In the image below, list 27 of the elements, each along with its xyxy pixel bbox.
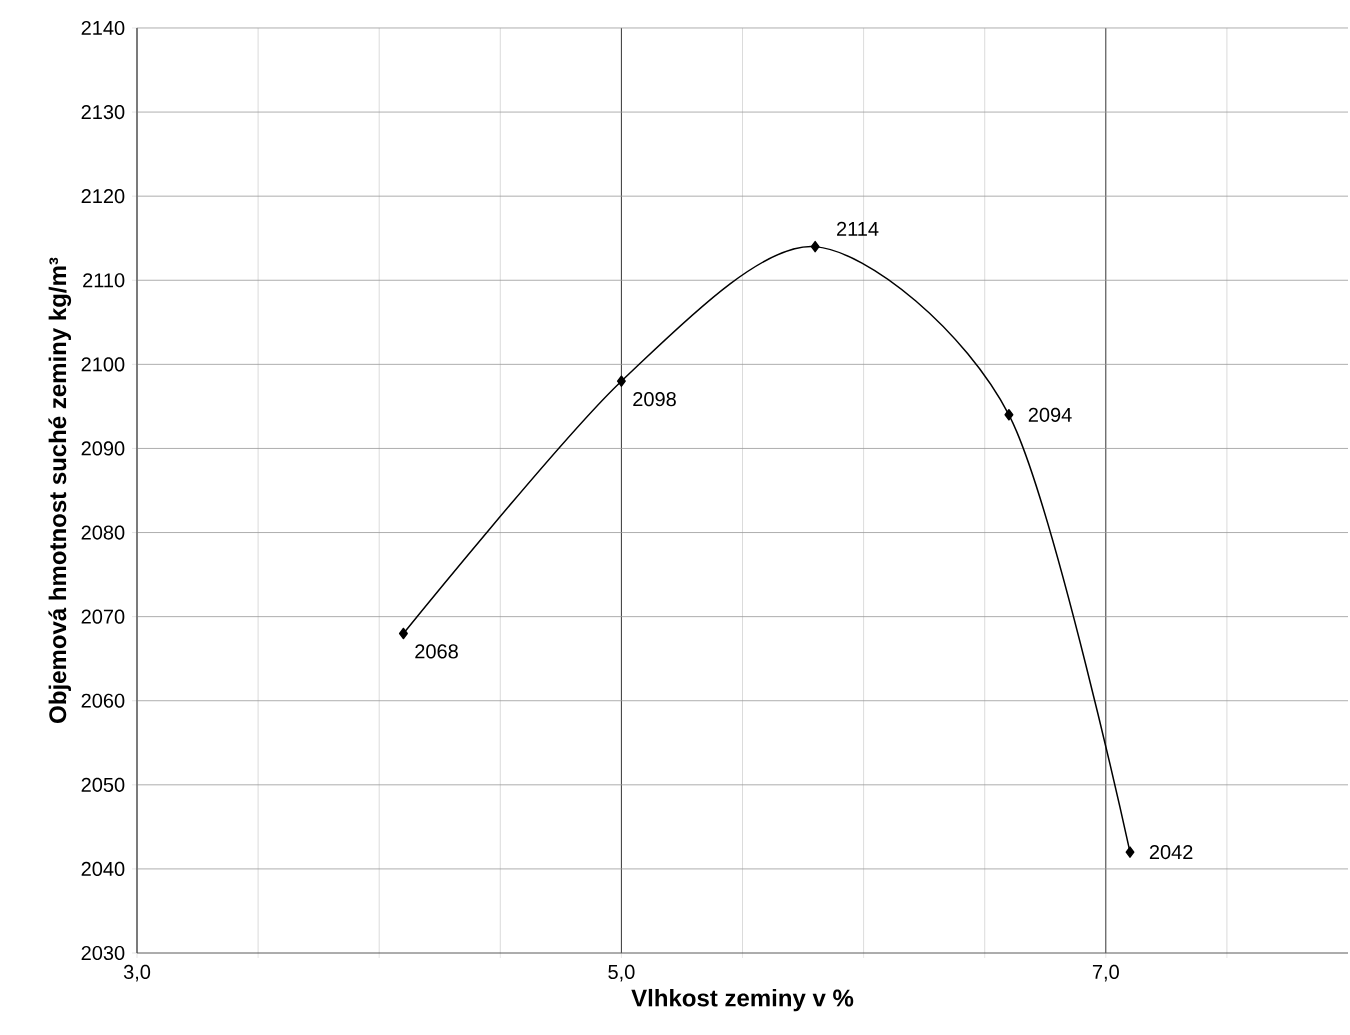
y-tick-label: 2030 [81, 945, 125, 961]
point [810, 240, 820, 253]
x-tick-label: 3,0 [123, 964, 151, 982]
data-label: 2094 [1028, 407, 1072, 422]
y-tick-label: 2040 [81, 861, 125, 876]
y-tick-label: 2110 [83, 273, 125, 288]
y-axis-title: Objemová hmotnost suché zeminy kg/m³ [48, 257, 72, 723]
x-tick-label: 5,0 [608, 964, 635, 982]
data-label: 2114 [837, 221, 879, 236]
y-tick-label: 2140 [81, 20, 125, 36]
point [1004, 409, 1014, 421]
data-label: 2068 [415, 644, 458, 659]
x-tick-label: 7,0 [1092, 964, 1119, 982]
point [1125, 846, 1135, 858]
y-tick-label: 2130 [81, 104, 125, 120]
point [398, 627, 408, 640]
y-tick-label: 2070 [81, 609, 125, 624]
data-label: 2042 [1149, 845, 1193, 860]
point [616, 375, 626, 387]
y-tick-label: 2080 [81, 525, 125, 540]
y-tick-label: 2050 [81, 777, 125, 792]
y-tick-label: 2090 [81, 441, 125, 456]
y-tick-label: 2120 [81, 189, 125, 204]
y-tick-label: 2100 [81, 357, 125, 372]
data-label: 2098 [633, 392, 676, 407]
x-axis-title: Vlhkost zeminy v % [631, 988, 854, 1012]
y-tick-label: 2060 [81, 693, 125, 708]
